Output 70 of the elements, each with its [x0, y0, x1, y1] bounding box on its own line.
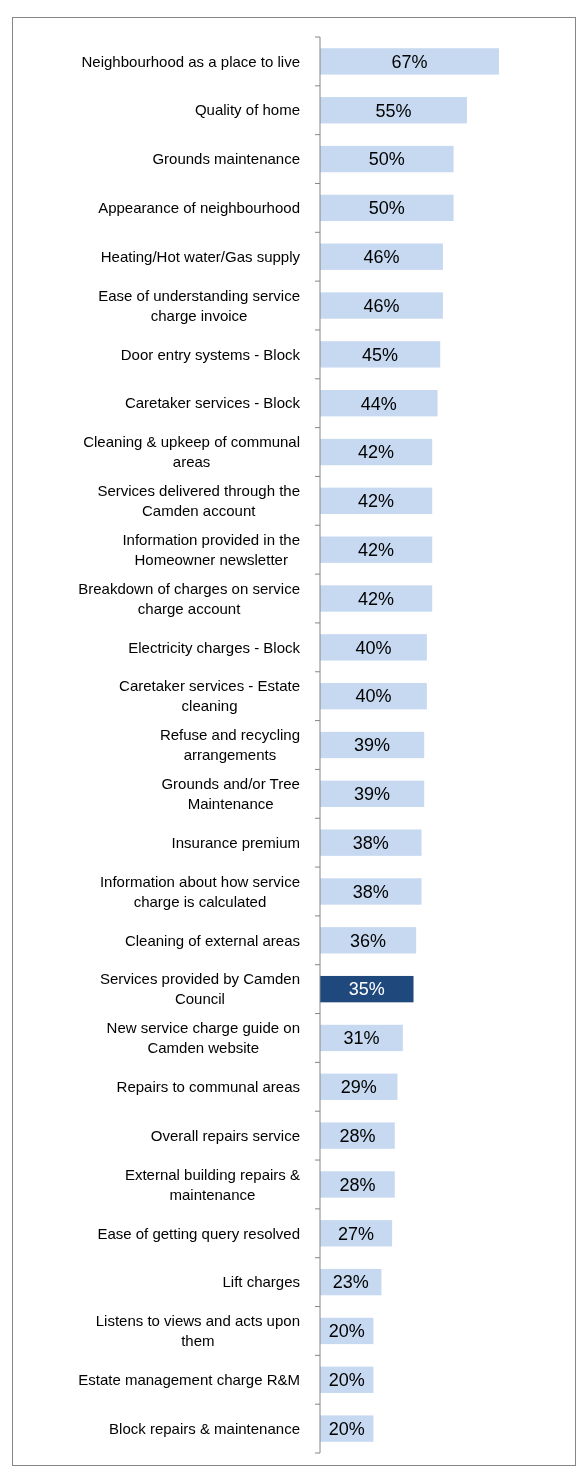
bar	[320, 390, 438, 417]
y-tick-label: Services delivered through the Camden account	[97, 482, 300, 520]
data-label: 38%	[352, 832, 389, 853]
data-label: 39%	[354, 735, 391, 756]
y-tick-label: Services provided by Camden Council	[99, 970, 301, 1008]
y-tick-label: Block repairs & maintenance	[109, 1419, 300, 1437]
y-tick-label: Door entry systems - Block	[120, 345, 301, 363]
data-label: 40%	[355, 637, 392, 658]
data-label: 50%	[368, 149, 405, 170]
bar	[320, 145, 454, 173]
data-label: 20%	[328, 1418, 365, 1439]
data-label: 28%	[339, 1174, 376, 1195]
data-label: 46%	[363, 247, 400, 268]
data-label: 42%	[358, 491, 395, 512]
bar	[320, 341, 441, 368]
y-tick-label: Information provided in the Homeowner newsletter	[122, 530, 300, 568]
data-label: 36%	[350, 930, 387, 951]
y-tick-label: External building repairs & maintenance	[124, 1165, 300, 1203]
data-label: 50%	[368, 198, 405, 219]
y-tick-label: Heating/Hot water/Gas supply	[100, 247, 301, 265]
y-tick-label: Cleaning of external areas	[124, 931, 300, 949]
y-tick-label: Overall repairs service	[150, 1126, 300, 1144]
y-tick-label: Appearance of neighbourhood	[98, 199, 300, 217]
bar	[320, 292, 443, 319]
y-tick-label: Caretaker services - Block	[124, 394, 301, 412]
y-tick-label: Ease of getting query resolved	[97, 1224, 300, 1242]
y-tick-label: Grounds maintenance	[152, 150, 300, 168]
y-tick-label: New service charge guide on Camden website	[106, 1019, 301, 1057]
y-tick-label: Repairs to communal areas	[116, 1078, 300, 1096]
data-label: 39%	[354, 784, 391, 805]
bar	[320, 829, 422, 856]
data-label: 28%	[339, 1125, 376, 1146]
y-tick-label: Breakdown of charges on service charge account	[78, 579, 301, 617]
y-tick-label: Quality of home	[194, 101, 300, 119]
data-label: 31%	[343, 1028, 380, 1049]
data-label: 44%	[360, 393, 397, 414]
bar	[320, 48, 499, 75]
data-label: 27%	[338, 1223, 375, 1244]
data-label: 29%	[340, 1077, 377, 1098]
y-tick-label: Neighbourhood as a place to live	[81, 52, 300, 70]
y-tick-label: Grounds and/or Tree Maintenance	[161, 775, 300, 813]
y-tick-label: Electricity charges - Block	[128, 638, 301, 656]
data-label: 20%	[328, 1321, 365, 1342]
y-tick-label: Lift charges	[222, 1273, 300, 1291]
data-label: 67%	[391, 51, 428, 72]
bar	[320, 194, 454, 222]
bar	[320, 585, 433, 612]
y-tick-label: Information about how service charge is calculated	[99, 872, 300, 910]
data-label: 38%	[352, 881, 389, 902]
bar	[320, 97, 467, 124]
bar	[320, 878, 422, 905]
data-label: 46%	[363, 295, 400, 316]
data-label: 42%	[358, 442, 395, 463]
y-tick-label: Caretaker services - Estate cleaning	[119, 677, 301, 715]
data-label: 42%	[358, 588, 395, 609]
y-tick-label: Estate management charge R&M	[78, 1371, 300, 1389]
data-label: 45%	[362, 344, 399, 365]
y-tick-label: Listens to views and acts upon them	[95, 1312, 300, 1350]
data-label: 40%	[355, 686, 392, 707]
y-tick-label: Insurance premium	[171, 833, 300, 851]
y-tick-label: Refuse and recycling arrangements	[159, 726, 300, 764]
bar	[320, 634, 427, 661]
y-tick-label: Ease of understanding service charge invoice	[98, 286, 300, 324]
data-label: 55%	[375, 100, 412, 121]
data-label: 35%	[348, 979, 385, 1000]
data-label: 20%	[328, 1370, 365, 1391]
bar	[320, 243, 443, 270]
data-label: 42%	[358, 539, 395, 560]
y-tick-label: Cleaning & upkeep of communal areas	[83, 433, 300, 471]
data-label: 23%	[332, 1272, 369, 1293]
